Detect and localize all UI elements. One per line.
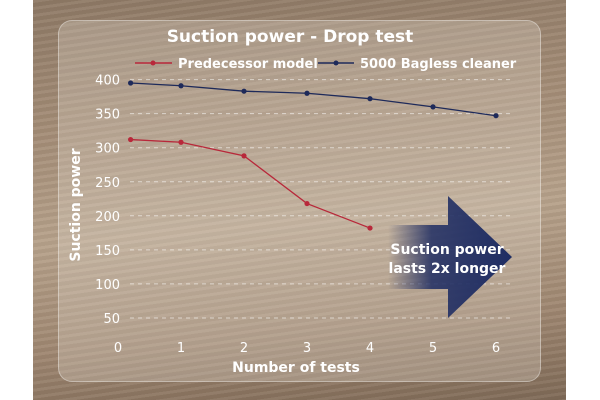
series-layer bbox=[128, 80, 499, 231]
y-tick-label: 250 bbox=[95, 176, 120, 191]
y-tick-label: 350 bbox=[95, 108, 120, 123]
legend-label-predecessor: Predecessor model bbox=[178, 57, 318, 72]
data-point bbox=[493, 113, 499, 119]
series-0 bbox=[128, 136, 373, 231]
callout-arrow: Suction power lasts 2x longer bbox=[388, 196, 512, 318]
y-tick-label: 150 bbox=[95, 244, 120, 259]
series-line-1 bbox=[130, 82, 497, 117]
y-tick-label: 50 bbox=[103, 312, 120, 327]
background-photo bbox=[33, 0, 566, 400]
data-point bbox=[128, 136, 134, 143]
legend-item-bagless: 5000 Bagless cleaner bbox=[318, 57, 517, 72]
legend-marker-predecessor bbox=[150, 60, 156, 66]
x-tick-label: 2 bbox=[240, 341, 248, 356]
legend-marker-bagless bbox=[333, 60, 339, 66]
data-point bbox=[304, 200, 310, 207]
data-point bbox=[178, 83, 184, 89]
y-tick-label: 400 bbox=[95, 74, 120, 89]
x-tick-label: 6 bbox=[492, 341, 500, 356]
chart-title: Suction power - Drop test bbox=[167, 27, 414, 47]
data-point bbox=[178, 139, 184, 145]
data-point bbox=[367, 225, 373, 231]
data-point bbox=[430, 104, 436, 110]
data-point bbox=[304, 90, 310, 96]
callout-line-2: lasts 2x longer bbox=[389, 261, 506, 277]
y-axis-label: Suction power bbox=[68, 148, 84, 261]
data-point bbox=[128, 80, 134, 86]
data-point bbox=[367, 96, 373, 102]
y-axis-ticks: 50 100 150 200 250 300 350 400 bbox=[95, 74, 120, 327]
legend: Predecessor model 5000 Bagless cleaner bbox=[135, 57, 517, 72]
callout-line-1: Suction power bbox=[390, 242, 503, 258]
x-tick-label: 0 bbox=[114, 341, 122, 356]
x-tick-label: 5 bbox=[429, 341, 437, 356]
x-tick-label: 1 bbox=[177, 341, 185, 356]
series-line-0 bbox=[130, 138, 371, 229]
data-point bbox=[241, 153, 247, 159]
arrow-shape bbox=[388, 196, 512, 318]
y-tick-label: 100 bbox=[95, 278, 120, 293]
x-tick-label: 4 bbox=[366, 341, 374, 356]
y-tick-label: 300 bbox=[95, 142, 120, 157]
x-axis-ticks: 0 1 2 3 4 5 6 bbox=[114, 341, 500, 356]
x-axis-label: Number of tests bbox=[232, 360, 360, 376]
data-point bbox=[241, 88, 247, 94]
chart-panel bbox=[58, 20, 541, 382]
legend-label-bagless: 5000 Bagless cleaner bbox=[360, 57, 517, 72]
legend-item-predecessor: Predecessor model bbox=[135, 57, 318, 72]
series-1 bbox=[128, 80, 499, 119]
x-tick-label: 3 bbox=[303, 341, 311, 356]
y-tick-label: 200 bbox=[95, 210, 120, 225]
